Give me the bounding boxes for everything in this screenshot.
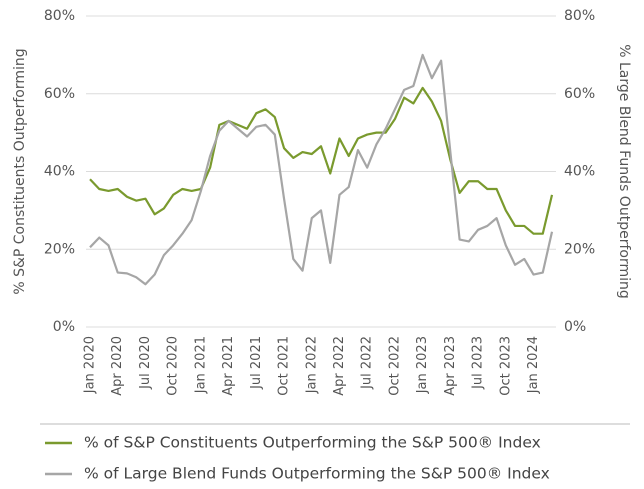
y2-tick-label: 20% (564, 241, 595, 257)
series-line (89, 53, 554, 286)
y2-tick-label: 80% (564, 8, 595, 24)
x-tick-label: Apr 2022 (332, 336, 347, 396)
x-tick-label: Oct 2021 (277, 336, 292, 396)
y2-tick-label: 40% (564, 164, 595, 180)
y2-axis-title: % Large Blend Funds Outperforming (616, 44, 632, 299)
x-tick-label: Jan 2020 (83, 336, 98, 394)
y2-tick-label: 60% (564, 86, 595, 102)
y-tick-label: 20% (44, 241, 75, 257)
x-tick-label: Apr 2020 (110, 336, 125, 396)
x-tick-label: Apr 2023 (443, 336, 458, 396)
y2-tick-label: 0% (564, 319, 586, 335)
x-tick-label: Apr 2021 (221, 336, 236, 396)
y-tick-label: 0% (53, 319, 75, 335)
x-tick-label: Jan 2021 (193, 336, 208, 394)
legend-label: % of Large Blend Funds Outperforming the… (84, 465, 550, 483)
x-tick-label: Oct 2020 (166, 336, 181, 396)
x-tick-label: Oct 2023 (498, 336, 513, 396)
x-tick-label: Oct 2022 (387, 336, 402, 396)
x-tick-label: Jul 2023 (471, 336, 486, 390)
y-tick-label: 40% (44, 164, 75, 180)
x-tick-label: Jan 2024 (526, 336, 541, 394)
x-tick-label: Jan 2022 (304, 336, 319, 394)
legend-label: % of S&P Constituents Outperforming the … (84, 434, 541, 452)
y-axis-title: % S&P Constituents Outperforming (12, 48, 28, 294)
y-tick-label: 60% (44, 86, 75, 102)
series-line (89, 86, 554, 235)
x-tick-label: Jul 2020 (138, 336, 153, 390)
x-tick-label: Jul 2022 (360, 336, 375, 390)
x-tick-label: Jan 2023 (415, 336, 430, 394)
x-tick-label: Jul 2021 (249, 336, 264, 390)
y-tick-label: 80% (44, 8, 75, 24)
